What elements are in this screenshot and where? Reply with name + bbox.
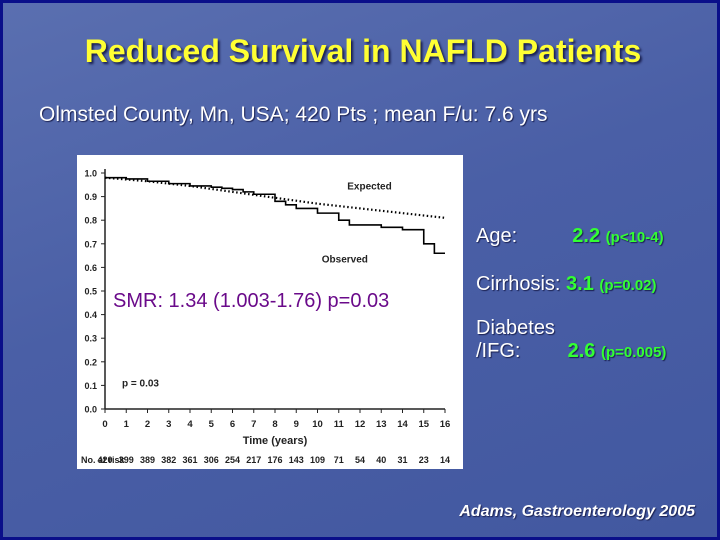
stat-cirrhosis-value: 3.1 <box>566 273 594 295</box>
at-risk-value: 361 <box>182 455 197 465</box>
y-tick-label: 0.7 <box>84 239 97 249</box>
at-risk-value: 389 <box>140 455 155 465</box>
y-tick-label: 0.0 <box>84 405 97 415</box>
at-risk-value: 143 <box>289 455 304 465</box>
stat-cirrhosis-label: Cirrhosis: <box>476 273 561 295</box>
x-tick-label: 12 <box>355 419 366 430</box>
y-tick-label: 0.5 <box>84 287 97 297</box>
x-axis-label: Time (years) <box>243 435 308 447</box>
at-risk-value: 54 <box>355 455 365 465</box>
x-tick-label: 1 <box>124 419 130 430</box>
p-value-annotation: p = 0.03 <box>122 379 159 390</box>
x-tick-label: 11 <box>334 419 345 430</box>
slide-title: Reduced Survival in NAFLD Patients <box>84 33 642 69</box>
x-tick-label: 3 <box>166 419 171 430</box>
slide-subtitle: Olmsted County, Mn, USA; 420 Pts ; mean … <box>39 103 548 126</box>
at-risk-value: 176 <box>267 455 282 465</box>
x-tick-label: 15 <box>418 419 429 430</box>
stat-diabetes-label2: /IFG: <box>476 340 521 362</box>
series-label-expected: Expected <box>347 182 391 193</box>
at-risk-value: 109 <box>310 455 325 465</box>
x-tick-label: 5 <box>209 419 215 430</box>
at-risk-value: 71 <box>334 455 344 465</box>
x-tick-label: 10 <box>312 419 323 430</box>
survival-chart-panel: 0.0 0.1 0.2 0.3 0.4 0.5 0.6 0.7 0.8 0.9 1.0 0 1 2 3 4 5 6… <box>77 155 463 469</box>
y-tick-label: 0.8 <box>84 216 97 226</box>
at-risk-value: 254 <box>225 455 240 465</box>
x-tick-label: 7 <box>251 419 256 430</box>
at-risk-value: 382 <box>161 455 176 465</box>
series-line-expected <box>104 176 446 219</box>
x-tick-label: 9 <box>294 419 299 430</box>
y-tick-label: 0.6 <box>84 263 97 273</box>
x-tick-label: 8 <box>272 419 277 430</box>
survival-chart: 0.00.10.20.30.40.50.60.70.80.91.00 1 2 3 4 5 6… <box>81 169 451 466</box>
stat-age-p: (p<10-4) <box>605 229 664 246</box>
y-tick-label: 1.0 <box>84 169 97 179</box>
y-tick-label: 0.2 <box>84 357 97 367</box>
at-risk-value: 420 <box>97 455 112 465</box>
at-risk-value: 399 <box>119 455 134 465</box>
at-risk-value: 217 <box>246 455 261 465</box>
x-tick-label: 14 <box>397 419 408 430</box>
x-tick-label: 2 <box>145 419 150 430</box>
at-risk-value: 40 <box>376 455 386 465</box>
at-risk-value: 306 <box>204 455 219 465</box>
x-tick-label: 6 <box>230 419 235 430</box>
series-line-observed <box>105 176 445 255</box>
x-tick-label: 16 <box>440 419 451 430</box>
stat-age-value: 2.2 <box>572 225 601 247</box>
x-tick-label: 0 <box>102 419 107 430</box>
y-tick-label: 0.9 <box>84 192 97 202</box>
stat-cirrhosis-p: (p=0.02) <box>599 277 657 294</box>
smr-label: SMR: 1.34 (1.003-1.76) p=0.03 <box>113 290 390 312</box>
at-risk-value: 14 <box>440 455 450 465</box>
x-tick-label: 13 <box>376 419 387 430</box>
y-tick-label: 0.4 <box>84 310 97 320</box>
stat-diabetes-p: (p=0.005) <box>600 344 667 361</box>
y-tick-label: 0.3 <box>84 334 97 344</box>
stat-age-label: Age: <box>476 225 518 247</box>
stat-age: Age: 2.2 (p<10-4) <box>476 225 664 248</box>
citation: Adams, Gastroenterology 2005 <box>459 503 695 520</box>
y-tick-label: 0.1 <box>84 381 97 391</box>
at-risk-value: 23 <box>419 455 429 465</box>
stat-diabetes-value: 2.6 <box>567 340 596 362</box>
at-risk-label: No. at risk <box>81 455 126 465</box>
series-label-observed: Observed <box>322 255 368 266</box>
x-tick-label: 4 <box>187 419 193 430</box>
stat-diabetes: Diabetes /IFG: 2.6 (p=0.005) <box>476 317 666 363</box>
stat-cirrhosis: Cirrhosis: 3.1 (p=0.02) <box>476 273 657 296</box>
stat-diabetes-label: Diabetes <box>476 317 555 339</box>
at-risk-value: 31 <box>397 455 407 465</box>
